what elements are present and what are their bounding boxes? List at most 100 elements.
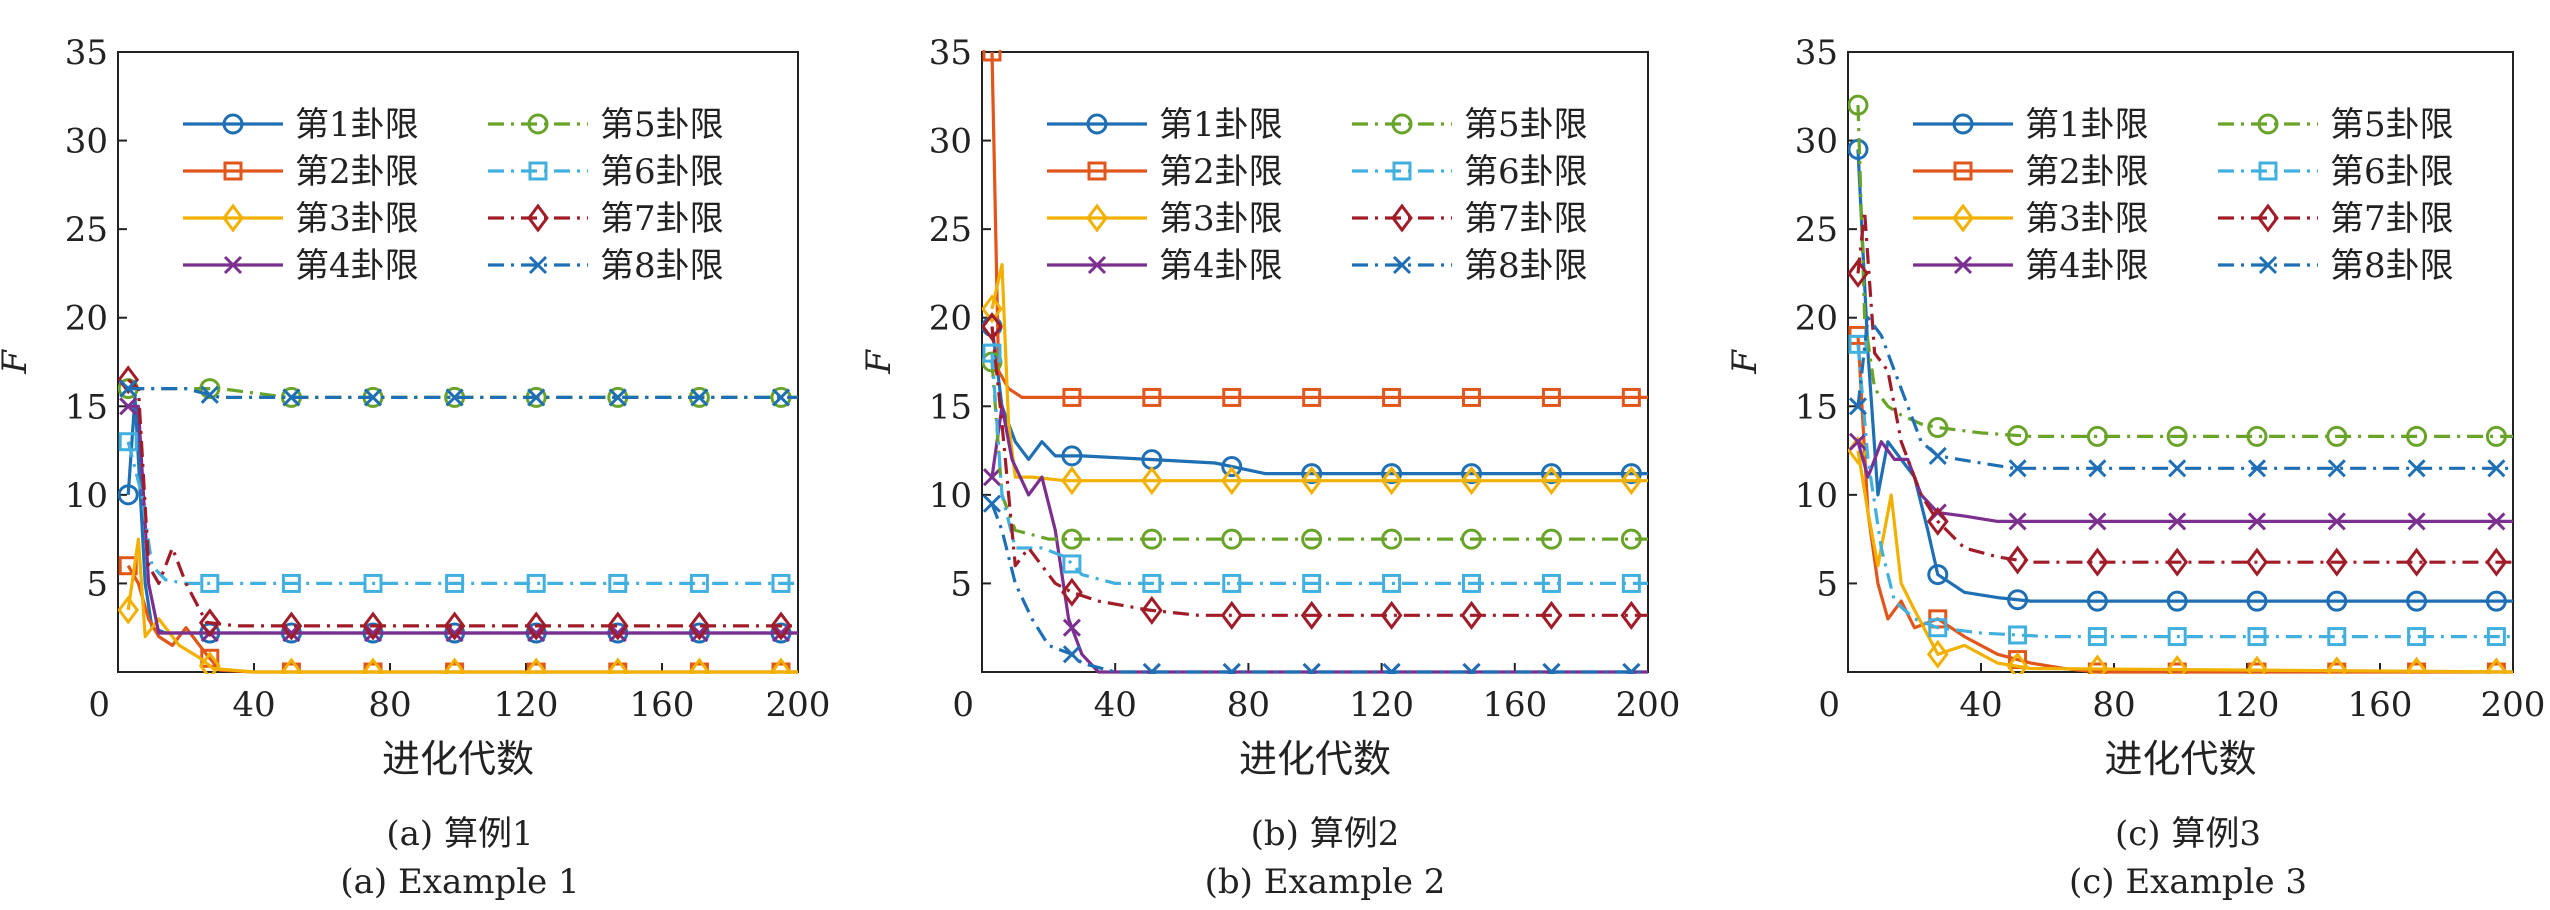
- series-marker-5: [2007, 424, 2029, 446]
- series-marker-8: [2247, 459, 2267, 478]
- series-marker-5: [199, 378, 221, 400]
- series-marker-5: [1848, 94, 1869, 116]
- series-marker-6: [2167, 627, 2187, 647]
- series-marker-4: [771, 623, 791, 643]
- series-marker-1: [1301, 463, 1323, 485]
- legend-marker-7: [527, 203, 549, 233]
- legend-label-2: 第2卦限: [295, 152, 419, 192]
- series-line-5: [990, 361, 1648, 541]
- legend-label-1: 第1卦限: [295, 105, 419, 145]
- series-marker-2: [118, 556, 138, 576]
- series-marker-7: [1380, 600, 1403, 630]
- series-marker-2: [1302, 387, 1322, 407]
- x-tick-label: 120: [494, 685, 559, 725]
- legend-marker-3: [1952, 203, 1974, 233]
- series-marker-6: [1142, 573, 1162, 593]
- legend-label-5: 第5卦限: [600, 105, 724, 145]
- y-axis-label: F: [859, 349, 899, 375]
- y-tick-label: 25: [1795, 210, 1838, 250]
- x-tick-label: 0: [88, 685, 110, 725]
- legend-marker-6: [2258, 161, 2278, 181]
- series-marker-6: [771, 573, 791, 593]
- series-marker-1: [1540, 463, 1562, 485]
- legend-marker-5: [2257, 113, 2279, 135]
- legend-marker-6: [528, 161, 548, 181]
- y-tick-label: 30: [1795, 122, 1838, 162]
- series-line-6: [990, 352, 1648, 586]
- x-tick-label: 160: [630, 685, 695, 725]
- series-marker-7: [2166, 547, 2189, 577]
- x-tick-label: 80: [2092, 685, 2135, 725]
- legend-label-3: 第3卦限: [295, 199, 419, 239]
- series-marker-4: [608, 623, 627, 643]
- series-marker-3: [1926, 639, 1949, 669]
- series-marker-7: [770, 611, 792, 641]
- series-marker-4: [282, 623, 301, 643]
- series-marker-5: [1221, 528, 1243, 550]
- caption-c-cn: (c) 算例3: [2114, 814, 2261, 854]
- series-marker-4: [690, 623, 709, 643]
- legend-marker-4: [223, 255, 243, 275]
- series-marker-8: [690, 388, 709, 407]
- series-marker-6: [1382, 573, 1402, 593]
- series-marker-8: [2407, 459, 2426, 478]
- series-marker-5: [1620, 528, 1642, 550]
- y-tick-label: 35: [929, 33, 972, 73]
- series-marker-3: [688, 657, 711, 674]
- series-marker-8: [1302, 662, 1321, 674]
- x-axis-label: 进化代数: [382, 737, 534, 780]
- series-marker-6: [2008, 625, 2028, 645]
- series-marker-7: [1540, 600, 1563, 630]
- series-marker-7: [280, 611, 303, 641]
- series-marker-2: [1621, 387, 1641, 407]
- series-marker-6: [363, 573, 383, 593]
- series-marker-3: [198, 651, 221, 674]
- series-marker-8: [1382, 662, 1401, 674]
- series-line-3: [126, 537, 798, 674]
- x-tick-label: 80: [368, 685, 411, 725]
- series-marker-4: [2407, 512, 2426, 531]
- series-marker-5: [1540, 528, 1562, 550]
- legend-marker-8: [1392, 255, 1412, 275]
- legend-marker-6: [1392, 161, 1412, 181]
- series-marker-3: [2246, 655, 2268, 674]
- legend-marker-1: [222, 113, 244, 135]
- legend-label-7: 第7卦限: [600, 199, 724, 239]
- series-marker-1: [2166, 590, 2188, 612]
- series-marker-6: [1541, 573, 1561, 593]
- series-marker-3: [2006, 651, 2029, 674]
- legend-label-6: 第6卦限: [600, 152, 724, 192]
- legend-label-4: 第4卦限: [2025, 246, 2149, 286]
- series-marker-1: [2326, 590, 2348, 612]
- series-line-8: [1856, 316, 2513, 470]
- legend-marker-7: [1391, 203, 1413, 233]
- series-marker-3: [1220, 466, 1243, 496]
- series-marker-6: [1062, 554, 1082, 574]
- series-marker-8: [1142, 662, 1161, 674]
- series-marker-7: [118, 365, 140, 395]
- y-tick-label: 5: [86, 564, 108, 604]
- series-marker-6: [281, 573, 301, 593]
- series-marker-3: [2485, 657, 2508, 674]
- x-tick-label: 0: [952, 685, 974, 725]
- series-marker-3: [1460, 466, 1483, 496]
- series-marker-4: [2247, 512, 2267, 531]
- series-marker-7: [982, 312, 1003, 342]
- series-marker-3: [1380, 466, 1403, 496]
- caption-c-en: (c) Example 3: [2068, 862, 2308, 902]
- legend-label-4: 第4卦限: [295, 246, 419, 286]
- series-marker-2: [982, 50, 1002, 62]
- legend-label-3: 第3卦限: [2025, 199, 2149, 239]
- series-marker-1: [1620, 463, 1642, 485]
- y-tick-label: 25: [929, 210, 972, 250]
- x-tick-label: 40: [1094, 685, 1137, 725]
- series-marker-1: [118, 484, 139, 506]
- series-marker-6: [689, 573, 709, 593]
- series-marker-5: [1927, 417, 1949, 439]
- series-marker-5: [2406, 425, 2428, 447]
- series-line-6: [126, 441, 798, 586]
- chart-canvas: 510152025303504080120160200进化代数F第1卦限第2卦限…: [0, 33, 2545, 781]
- series-marker-7: [2325, 547, 2348, 577]
